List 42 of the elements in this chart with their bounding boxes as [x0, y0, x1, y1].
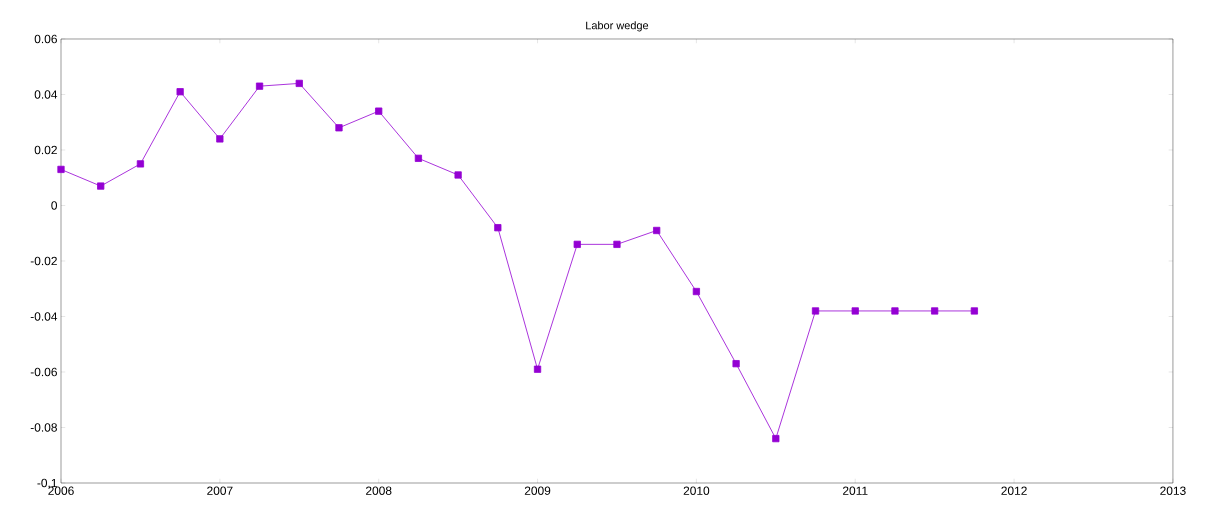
point: [931, 307, 939, 315]
point: [970, 307, 978, 315]
y-tick-label: -0.1: [37, 478, 57, 488]
point: [97, 182, 105, 190]
x-tick-label: 2007: [207, 486, 233, 495]
y-tick-label: 0.02: [34, 145, 57, 155]
y-tick-label: -0.06: [30, 367, 57, 377]
point: [57, 165, 65, 174]
x-tick-label: 2011: [842, 486, 868, 495]
x-tick-label: 2012: [1001, 486, 1027, 495]
chart-title: Labor wedge: [586, 21, 649, 32]
point: [533, 365, 542, 373]
y-tick-label: -0.08: [30, 423, 57, 432]
y-tick-label: 0.04: [34, 90, 58, 99]
y-tick-label: 0.06: [34, 34, 57, 44]
y-tick-label: -0.04: [30, 312, 58, 321]
y-tick-label: -0.02: [30, 256, 57, 266]
x-tick-label: 2008: [365, 486, 392, 495]
x-tick-label: 2010: [683, 486, 710, 495]
point: [811, 307, 820, 315]
point: [732, 360, 740, 368]
point: [772, 435, 780, 443]
x-tick-label: 2006: [48, 486, 74, 495]
point: [295, 79, 303, 87]
point: [494, 224, 502, 232]
point: [891, 307, 899, 315]
point: [692, 287, 700, 296]
point: [335, 124, 343, 132]
point: [216, 135, 224, 143]
point: [136, 160, 145, 168]
point: [613, 240, 621, 248]
x-tick-label: 2013: [1160, 486, 1186, 495]
point: [573, 240, 581, 248]
point: [454, 171, 462, 179]
x-tick-label: 2009: [524, 486, 551, 495]
point: [653, 226, 661, 235]
point: [176, 88, 184, 96]
point: [255, 82, 264, 90]
point: [851, 307, 859, 315]
y-tick-label: 0: [51, 201, 58, 210]
point: [414, 154, 423, 162]
point: [375, 107, 383, 115]
